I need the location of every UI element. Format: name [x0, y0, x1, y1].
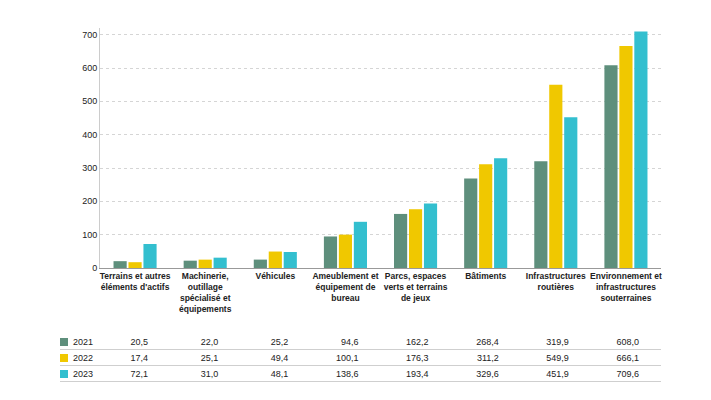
html-text:138,6: 138,6	[336, 368, 359, 379]
html-text:193,4: 193,4	[406, 368, 429, 379]
svg-text:Parcs, espacesverts et terrain: Parcs, espacesverts et terrainsde jeux	[384, 271, 448, 303]
svg-text:0: 0	[92, 263, 97, 273]
html-text:311,2: 311,2	[476, 352, 499, 363]
html-text:176,3: 176,3	[406, 352, 429, 363]
svg-text:Bâtiments: Bâtiments	[465, 271, 506, 281]
html-text:72,1: 72,1	[130, 368, 149, 379]
html-text:608,0: 608,0	[616, 336, 639, 347]
html-text:162,2: 162,2	[406, 336, 429, 347]
svg-text:200: 200	[82, 196, 97, 206]
svg-text:500: 500	[82, 96, 97, 106]
html-text:451,9: 451,9	[546, 368, 569, 379]
svg-text:400: 400	[82, 130, 97, 140]
html-text:100,1: 100,1	[336, 352, 359, 363]
html-text:2023: 2023	[73, 368, 93, 379]
html-text:329,6: 329,6	[476, 368, 499, 379]
html-text:319,9: 319,9	[546, 336, 569, 347]
svg-text:Infrastructuresroutières: Infrastructuresroutières	[526, 271, 586, 292]
svg-text:600: 600	[82, 63, 97, 73]
html-text:709,6: 709,6	[616, 368, 639, 379]
html-text:17,4: 17,4	[130, 352, 149, 363]
html-text:2022: 2022	[73, 352, 93, 363]
html-text:94,6: 94,6	[341, 336, 359, 347]
html-text:549,9: 549,9	[546, 352, 569, 363]
html-text:20,5: 20,5	[130, 336, 149, 347]
svg-text:Véhicules: Véhicules	[255, 271, 295, 281]
svg-text:Ameublement etéquipement debur: Ameublement etéquipement debureau	[312, 271, 378, 303]
html-text:31,0: 31,0	[200, 368, 219, 379]
svg-text:300: 300	[82, 163, 97, 173]
svg-text:Environnement etinfrastructure: Environnement etinfrastructuressouterrai…	[590, 271, 662, 303]
svg-text:100: 100	[82, 230, 97, 240]
html-text:666,1: 666,1	[616, 352, 639, 363]
html-text:25,1: 25,1	[200, 352, 219, 363]
html-text:22,0: 22,0	[200, 336, 219, 347]
html-text:2021: 2021	[73, 336, 93, 347]
svg-text:Machinerie,outillagespécialisé: Machinerie,outillagespécialisé etéquipem…	[179, 271, 232, 314]
html-text:268,4: 268,4	[476, 336, 499, 347]
html-text:25,2: 25,2	[270, 336, 289, 347]
svg-text:700: 700	[82, 30, 97, 40]
svg-text:Terrains et autreséléments d'a: Terrains et autreséléments d'actifs	[100, 271, 171, 292]
html-text:48,1: 48,1	[270, 368, 289, 379]
html-text:49,4: 49,4	[270, 352, 289, 363]
